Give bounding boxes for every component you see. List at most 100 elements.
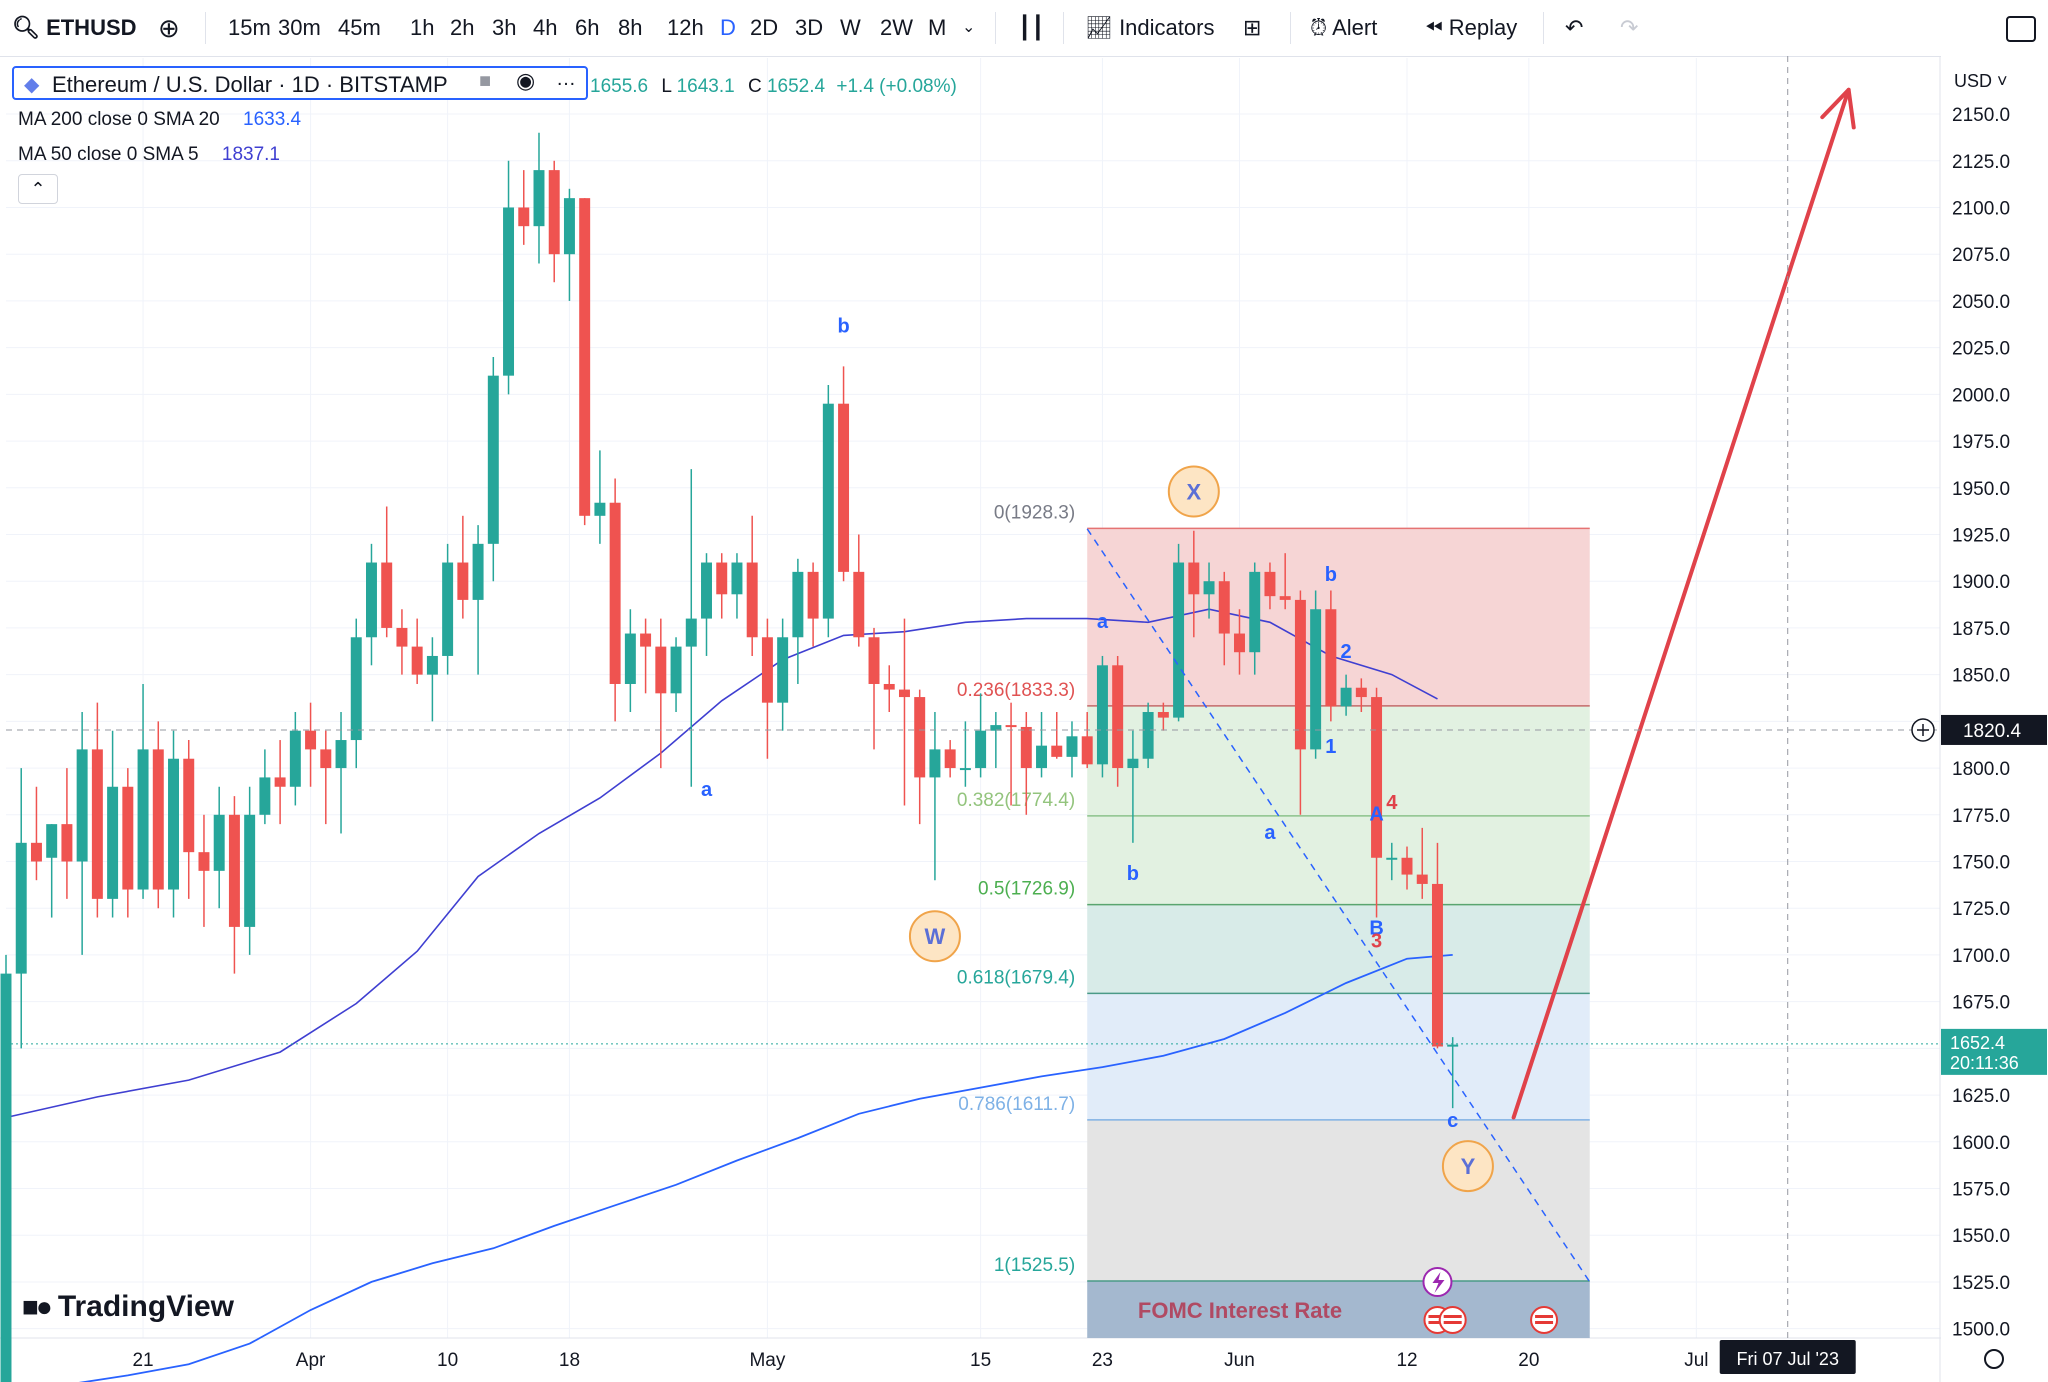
wave-label: 3	[1371, 930, 1382, 952]
interval-2w[interactable]: 2W	[880, 15, 913, 40]
interval-m[interactable]: M	[928, 15, 947, 40]
candle-body	[1249, 571, 1261, 653]
candles-icon[interactable]: ┃┃	[1018, 15, 1045, 40]
wave-label: c	[1447, 1110, 1458, 1132]
replay-label: Replay	[1448, 15, 1518, 40]
candle-body	[1264, 571, 1276, 597]
alert-button[interactable]: ⏰︎ Alert	[1310, 14, 1377, 42]
fib-zone	[1087, 904, 1590, 994]
ma200-legend[interactable]: MA 200 close 0 SMA 20 1633.4	[18, 109, 301, 131]
candle-body	[1355, 687, 1367, 698]
candle-body	[213, 814, 225, 871]
interval-2d[interactable]: 2D	[750, 15, 779, 40]
fib-level-label: 1(1525.5)	[994, 1255, 1075, 1276]
close-label: C	[747, 76, 762, 97]
interval-3h[interactable]: 3h	[492, 15, 517, 40]
interval-d[interactable]: D	[720, 15, 736, 40]
candle-body	[914, 697, 926, 778]
divider	[995, 12, 996, 44]
chart-canvas[interactable]: 0(1928.3) 0.236(1833.3) 0.382(1774.4) 0.5(1…	[0, 56, 2048, 1382]
wave-label: B	[1369, 917, 1383, 939]
candle-body	[1020, 726, 1032, 769]
ma50-legend[interactable]: MA 50 close 0 SMA 5 1837.1	[18, 144, 280, 166]
wave-circle-label: X	[1186, 480, 1201, 505]
interval-w[interactable]: W	[840, 15, 861, 40]
fib-zone	[1087, 528, 1590, 706]
redo-icon[interactable]: ↷	[1620, 15, 1639, 40]
plus-icon	[1917, 723, 1929, 736]
price-tick-label: 2100.0	[1952, 198, 2010, 219]
interval-4h[interactable]: 4h	[533, 15, 558, 40]
time-tick-label: 15	[970, 1350, 991, 1371]
add-symbol-icon[interactable]: ⊕	[158, 13, 180, 43]
price-tick-label: 1700.0	[1952, 946, 2010, 967]
price-tick-label: 1525.0	[1952, 1273, 2010, 1294]
more-icon[interactable]: …	[556, 68, 576, 90]
time-tick-label: 12	[1396, 1350, 1417, 1371]
us-flag-icon[interactable]	[1530, 1306, 1559, 1334]
low-label: L	[661, 76, 672, 97]
interval-1h[interactable]: 1h	[410, 15, 435, 40]
ma50-value: 1837.1	[221, 144, 280, 165]
candle-body	[289, 730, 301, 787]
candle-body	[624, 633, 636, 684]
candle-body	[335, 740, 347, 769]
ma200-value: 1633.4	[243, 109, 302, 130]
chevron-down-icon[interactable]: ⌄	[962, 19, 976, 36]
symbol-search[interactable]: 🔍︎ ETHUSD	[12, 14, 137, 42]
divider	[1543, 12, 1544, 44]
interval-12h[interactable]: 12h	[667, 15, 704, 40]
interval-15m[interactable]: 15m	[228, 15, 271, 40]
currency-selector[interactable]: USD ˅	[1954, 71, 2008, 91]
candle-body	[838, 403, 850, 572]
candle-body	[137, 749, 149, 890]
interval-8h[interactable]: 8h	[618, 15, 643, 40]
undo-icon[interactable]: ↶	[1565, 15, 1584, 40]
price-tick-label: 1950.0	[1952, 479, 2010, 500]
candle-body	[61, 824, 73, 862]
layouts-icon[interactable]: ⊞	[1243, 15, 1262, 40]
current-price-value: 1652.4	[1950, 1033, 2005, 1053]
candle-body	[1447, 1044, 1459, 1047]
candle-body	[807, 571, 819, 619]
interval-30m[interactable]: 30m	[278, 15, 321, 40]
forecast-arrow	[1511, 87, 1856, 1120]
candle-body	[350, 637, 362, 741]
interval-6h[interactable]: 6h	[575, 15, 600, 40]
candle-body	[472, 543, 484, 600]
replay-button[interactable]: ⏪︎ Replay	[1425, 14, 1517, 42]
candle-body	[518, 207, 530, 227]
price-tick-label: 1875.0	[1952, 619, 2010, 640]
ma50-label: MA 50 close 0 SMA 5	[18, 144, 199, 165]
price-tick-label: 1625.0	[1952, 1086, 2010, 1107]
candle-body	[959, 768, 971, 771]
symbol-legend-box[interactable]: ◆ Ethereum / U.S. Dollar · 1D · BITSTAMP…	[12, 66, 588, 100]
eye-icon[interactable]: ◉	[516, 68, 536, 93]
wave-label: b	[837, 316, 849, 338]
indicators-button[interactable]: 📈︎ Indicators	[1085, 14, 1214, 42]
fomc-label: FOMC Interest Rate	[1138, 1298, 1342, 1323]
candle-body	[685, 618, 697, 647]
fullscreen-icon[interactable]	[2006, 16, 2036, 42]
trendline	[1086, 528, 1591, 1283]
chevron-up-icon[interactable]: ⌃	[18, 174, 58, 204]
wave-circle-marker	[1441, 1140, 1494, 1193]
wave-label: b	[1127, 863, 1139, 885]
wave-labels: a b a b a b 2 1 A4 B3 c X W Y	[701, 316, 1494, 1193]
symbol-label: ETHUSD	[46, 15, 137, 40]
grid	[0, 56, 2048, 1382]
candle-body	[305, 730, 317, 750]
interval-45m[interactable]: 45m	[338, 15, 381, 40]
candle-body	[944, 749, 956, 769]
us-flag-icon[interactable]	[1438, 1306, 1467, 1334]
candle-body	[122, 786, 134, 890]
alarm-clock-icon: ⏰︎	[1310, 15, 1328, 40]
candle-body	[898, 689, 910, 698]
interval-2h[interactable]: 2h	[450, 15, 475, 40]
price-tick-label: 1775.0	[1952, 806, 2010, 827]
price-tick-label: 2075.0	[1952, 245, 2010, 266]
flag-icon[interactable]: ■	[479, 70, 492, 92]
wave-circle-label: W	[925, 924, 946, 949]
interval-3d[interactable]: 3D	[795, 15, 824, 40]
gear-icon[interactable]	[1984, 1349, 2004, 1369]
